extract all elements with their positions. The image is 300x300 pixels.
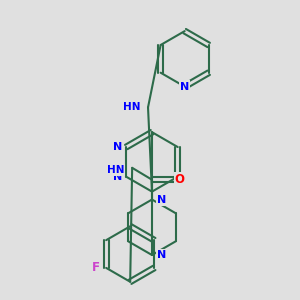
Text: HN: HN (107, 165, 124, 175)
Text: N: N (157, 250, 166, 260)
Text: HN: HN (123, 102, 140, 112)
Text: N: N (157, 194, 166, 205)
Text: O: O (175, 173, 185, 186)
Text: N: N (113, 172, 122, 182)
Text: N: N (113, 142, 122, 152)
Text: N: N (180, 82, 189, 92)
Text: F: F (92, 261, 100, 274)
